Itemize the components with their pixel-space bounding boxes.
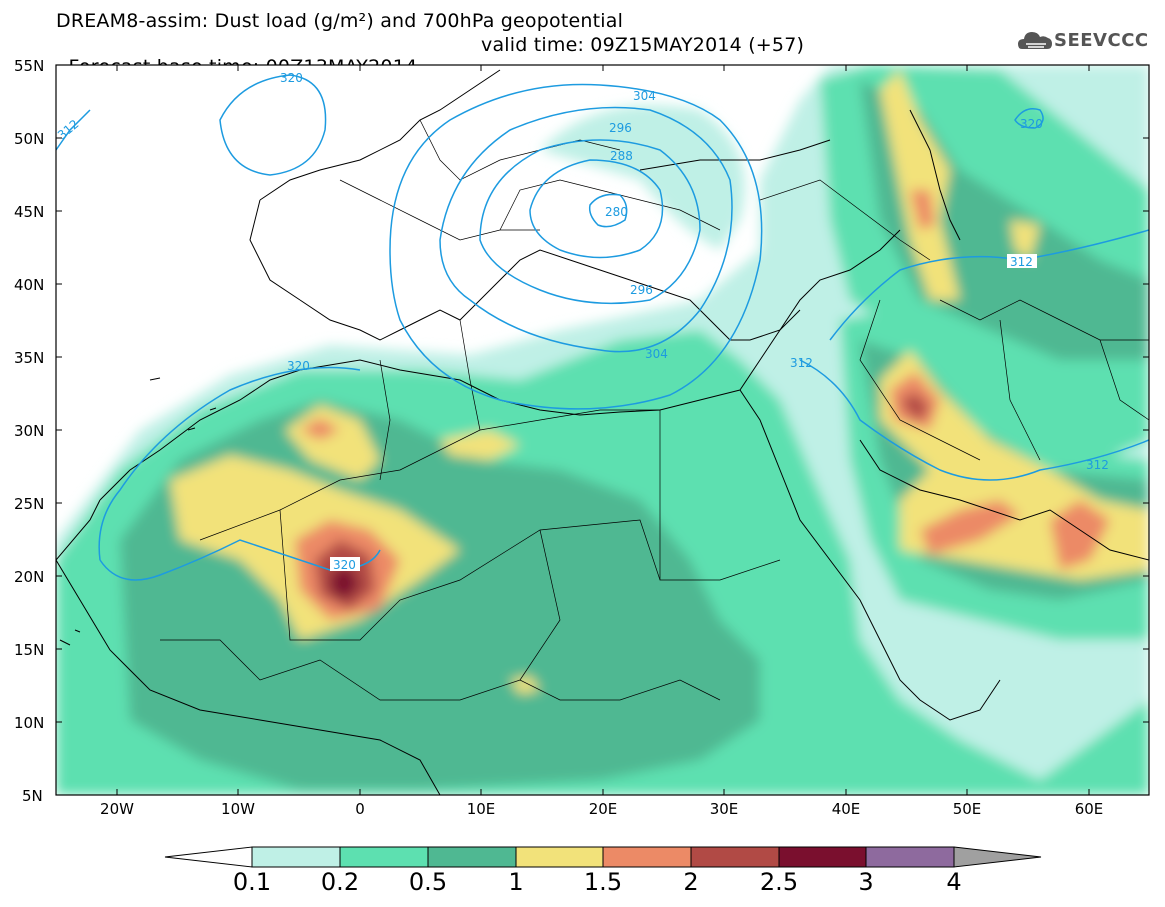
map-title: DREAM8-assim: Dust load (g/m²) and 700hP…	[56, 10, 624, 32]
contour-label: 304	[645, 347, 668, 361]
contour-label: 288	[610, 149, 633, 163]
lon-label: 20E	[588, 800, 618, 818]
lat-label: 30N	[14, 422, 45, 440]
dust-field: 320 312 304 296 288 280 296 304 312 320 …	[56, 65, 1149, 795]
lon-label: 0	[355, 800, 365, 818]
contour-label: 296	[609, 121, 632, 135]
country-borders	[160, 119, 1149, 701]
colorbar-label: 3	[858, 868, 874, 896]
colorbar-label: 1	[508, 868, 524, 896]
coastlines	[56, 69, 1149, 795]
contour-label: 304	[633, 89, 656, 103]
logo-text: SEEVCCC	[1054, 30, 1149, 51]
lat-label: 10N	[14, 714, 45, 732]
lat-label: 25N	[14, 495, 45, 513]
lat-label: 5N	[22, 787, 43, 805]
lat-label: 50N	[14, 130, 45, 148]
colorbar-label: 0.2	[320, 868, 360, 896]
lat-label: 40N	[14, 276, 45, 294]
lon-label: 40E	[831, 800, 861, 818]
colorbar-label: 2	[683, 868, 699, 896]
lon-label: 30E	[709, 800, 739, 818]
lat-label: 20N	[14, 568, 45, 586]
contour-label: 320	[287, 359, 310, 373]
colorbar	[164, 846, 1042, 868]
cloud-icon	[1018, 32, 1052, 49]
contour-label: 312	[790, 356, 813, 370]
contour-label: 296	[630, 283, 653, 297]
valid-time: valid time: 09Z15MAY2014 (+57)	[481, 34, 805, 56]
contour-label: 280	[605, 205, 628, 219]
colorbar-label: 2.5	[759, 868, 799, 896]
contour-label: 320	[280, 71, 303, 85]
lat-label: 45N	[14, 203, 45, 221]
contour-labels: 320 312 304 296 288 280 296 304 312 320 …	[56, 71, 1109, 572]
lon-label: 10W	[221, 800, 255, 818]
contour-label: 312	[1010, 255, 1033, 269]
lat-label: 55N	[14, 57, 45, 75]
contour-label: 320	[333, 558, 356, 572]
axis-ticks	[56, 64, 1149, 795]
lon-label: 10E	[466, 800, 496, 818]
geopotential-contours	[56, 74, 1149, 581]
contour-label: 320	[1020, 117, 1043, 131]
colorbar-label: 0.1	[232, 868, 272, 896]
contour-label: 312	[1086, 458, 1109, 472]
colorbar-label: 1.5	[583, 868, 623, 896]
lon-label: 60E	[1074, 800, 1104, 818]
colorbar-label: 0.5	[408, 868, 448, 896]
lat-label: 35N	[14, 349, 45, 367]
lon-label: 20W	[100, 800, 134, 818]
lon-label: 50E	[952, 800, 982, 818]
colorbar-label: 4	[946, 868, 962, 896]
lat-label: 15N	[14, 641, 45, 659]
